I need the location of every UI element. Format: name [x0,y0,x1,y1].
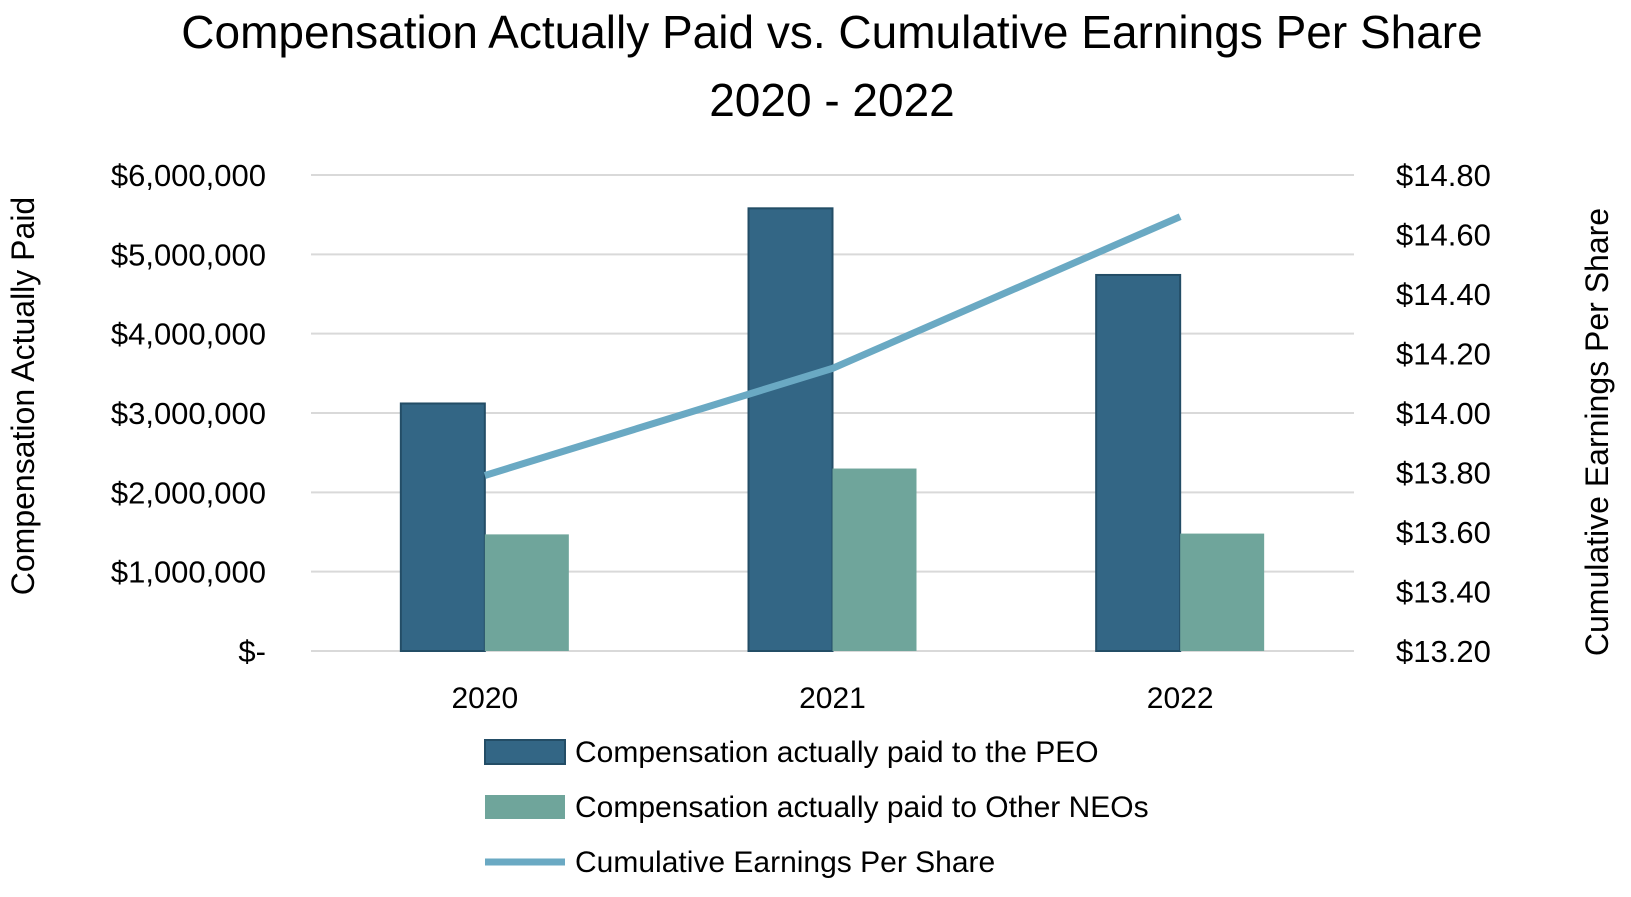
chart-title-group: Compensation Actually Paid vs. Cumulativ… [181,6,1482,126]
legend-label: Compensation actually paid to Other NEOs [575,791,1149,824]
y2-tick-label: $14.80 [1396,158,1491,193]
y-tick-label: $1,000,000 [111,555,266,590]
x-tick-label: 2021 [799,682,866,715]
x-tick-label: 2020 [451,682,518,715]
legend-label: Compensation actually paid to the PEO [575,736,1099,769]
right-axis-ticks: $13.20 $13.40 $13.60 $13.80 $14.00 $14.20 $14.… [1396,158,1491,669]
y2-tick-label: $13.60 [1396,515,1491,550]
y-tick-label: $2,000,000 [111,475,266,510]
eps-line-group [483,213,1182,479]
y2-tick-label: $14.60 [1396,218,1491,253]
y2-tick-label: $14.40 [1396,277,1491,312]
y2-tick-label: $13.80 [1396,456,1491,491]
y2-axis-label: Cumulative Earnings Per Share [1579,208,1615,656]
category-labels: 2020 2021 2022 [451,682,1213,715]
y2-tick-label: $14.20 [1396,337,1491,372]
bar-other-neos [1180,533,1265,651]
bar-other-neos [484,534,569,651]
y-tick-label: $4,000,000 [111,317,266,352]
eps-line [483,213,1182,479]
left-axis-ticks: $- $1,000,000 $2,000,000 $3,000,000 $4,000,0… [111,158,266,669]
bars [399,207,1265,653]
chart-title: Compensation Actually Paid vs. Cumulativ… [181,6,1482,58]
y-tick-label: $- [238,634,266,669]
chart-subtitle: 2020 - 2022 [709,74,955,126]
y2-tick-label: $13.20 [1396,634,1491,669]
y-tick-label: $6,000,000 [111,158,266,193]
y2-tick-label: $14.00 [1396,396,1491,431]
bar-other-neos [832,468,917,651]
legend-label: Cumulative Earnings Per Share [575,846,995,879]
y-tick-label: $3,000,000 [111,396,266,431]
y2-tick-label: $13.40 [1396,575,1491,610]
legend: Compensation actually paid to the PEO Com… [484,736,1149,879]
legend-swatch [485,795,565,819]
bar-peo [747,207,834,652]
y-tick-label: $5,000,000 [111,237,266,272]
y-axis-label: Compensation Actually Paid [5,197,41,595]
x-tick-label: 2022 [1147,682,1214,715]
bar-peo [1095,273,1182,652]
legend-swatch [484,739,566,765]
bar-peo [399,402,486,653]
